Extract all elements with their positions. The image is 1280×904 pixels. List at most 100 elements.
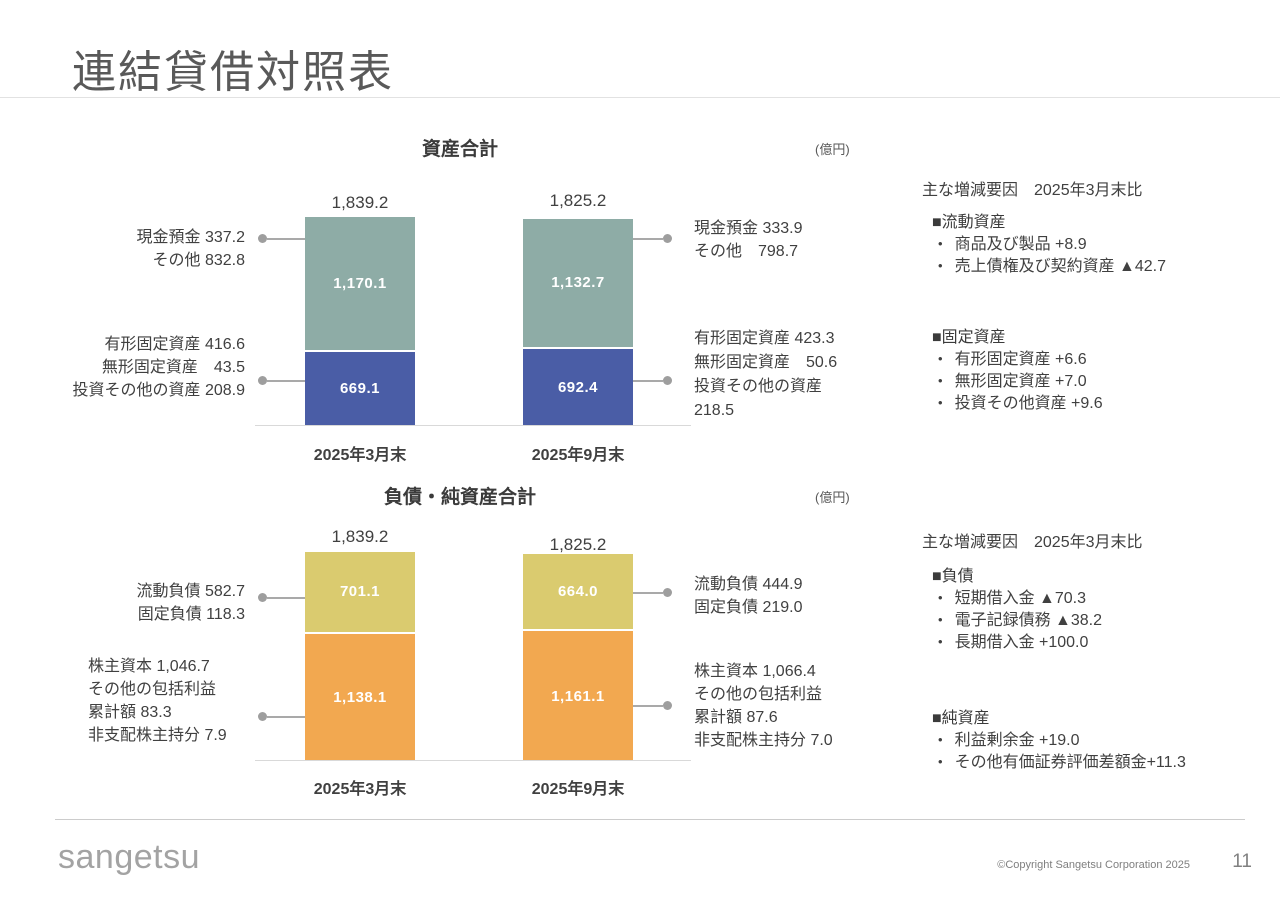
annotation-line: 株主資本 1,046.7 — [88, 658, 210, 675]
connector-dot — [663, 376, 672, 385]
segment-value-label: 669.1 — [339, 380, 381, 398]
assets-right-annotation-1: 現金預金 333.9 その他 798.7 — [694, 217, 904, 263]
connector — [633, 701, 672, 710]
annotation-line: 非支配株主持分 7.9 — [88, 727, 227, 744]
factor-group-label: ■負債 — [932, 568, 974, 585]
connector-dot — [258, 712, 267, 721]
factors-heading: 主な増減要因 2025年3月末比 — [922, 534, 1143, 551]
assets-category-1: 2025年3月末 — [313, 447, 407, 464]
segment-value-label: 692.4 — [557, 379, 599, 397]
assets-right-annotation-2: 有形固定資産 423.3 無形固定資産 50.6 投資その他の資産 218.5 — [694, 327, 904, 423]
liabilities-bar-2025-09: 664.0 1,161.1 — [523, 553, 633, 761]
assets-bar1-fixed-segment: 669.1 — [305, 349, 415, 426]
factor-item: 利益剰余金 +19.0 — [932, 730, 1252, 752]
assets-bar2-total: 1,825.2 — [549, 191, 607, 210]
assets-unit-label: (億円) — [815, 142, 850, 157]
assets-bar-2025-03: 1,170.1 669.1 — [305, 216, 415, 426]
connector-line — [267, 715, 305, 718]
liabilities-category-2: 2025年9月末 — [531, 781, 625, 798]
segment-value-label: 664.0 — [557, 582, 599, 600]
factor-item: その他有価証券評価差額金+11.3 — [932, 752, 1252, 774]
assets-factors-panel: 主な増減要因 2025年3月末比 ■流動資産 商品及び製品 +8.9 売上債権及… — [922, 176, 1252, 426]
liabilities-right-annotation-2: 株主資本 1,066.4 その他の包括利益 累計額 87.6 非支配株主持分 7… — [694, 660, 904, 752]
segment-value-label: 1,170.1 — [333, 274, 387, 292]
connector — [258, 593, 305, 602]
liabilities-right-annotation-1: 流動負債 444.9 固定負債 219.0 — [694, 573, 904, 619]
liabilities-axis-line — [255, 760, 691, 761]
liabilities-bar2-debt-segment: 664.0 — [523, 553, 633, 629]
liabilities-factors-panel: 主な増減要因 2025年3月末比 ■負債 短期借入金 ▲70.3 電子記録債務 … — [922, 528, 1252, 778]
factors-heading: 主な増減要因 2025年3月末比 — [922, 182, 1143, 199]
annotation-line: 株主資本 1,066.4 — [694, 663, 816, 680]
liabilities-bar-2025-03: 701.1 1,138.1 — [305, 551, 415, 761]
factor-group-label: ■固定資産 — [932, 329, 1006, 346]
factor-item: 投資その他資産 +9.6 — [932, 393, 1252, 415]
annotation-line: 現金預金 333.9 — [694, 220, 803, 237]
liabilities-unit-label: (億円) — [815, 490, 850, 505]
liabilities-bar2-total: 1,825.2 — [549, 535, 607, 554]
copyright-text: ©Copyright Sangetsu Corporation 2025 — [997, 859, 1190, 871]
factor-group-label: ■純資産 — [932, 710, 990, 727]
connector-line — [633, 591, 663, 594]
annotation-line: 固定負債 118.3 — [137, 606, 245, 623]
assets-left-annotation-2: 有形固定資産 416.6 無形固定資産 43.5 投資その他の資産 208.9 — [60, 333, 246, 402]
annotation-line: その他の包括利益 — [88, 681, 217, 698]
connector-dot — [663, 588, 672, 597]
annotation-line: その他 832.8 — [152, 252, 246, 269]
segment-value-label: 1,138.1 — [333, 688, 387, 706]
segment-value-label: 1,132.7 — [551, 274, 605, 292]
assets-bar2-fixed-segment: 692.4 — [523, 347, 633, 426]
connector — [258, 376, 305, 385]
factor-item: 無形固定資産 +7.0 — [932, 371, 1252, 393]
factor-group-net-assets: ■純資産 利益剰余金 +19.0 その他有価証券評価差額金+11.3 — [932, 708, 1252, 774]
factor-group-liabilities: ■負債 短期借入金 ▲70.3 電子記録債務 ▲38.2 長期借入金 +100.… — [932, 566, 1252, 654]
connector — [258, 712, 305, 721]
annotation-line: 有形固定資産 416.6 — [104, 336, 246, 353]
factor-group-label: ■流動資産 — [932, 214, 1006, 231]
assets-bar2-current-segment: 1,132.7 — [523, 218, 633, 348]
annotation-line: 固定負債 219.0 — [694, 599, 803, 616]
liabilities-chart-title: 負債・純資産合計 — [383, 487, 536, 508]
liabilities-category-1: 2025年3月末 — [313, 781, 407, 798]
assets-axis-line — [255, 425, 691, 426]
connector-line — [267, 379, 305, 382]
liabilities-left-annotation-1: 流動負債 582.7 固定負債 118.3 — [60, 580, 246, 626]
connector-dot — [663, 701, 672, 710]
factor-item: 有形固定資産 +6.6 — [932, 349, 1252, 371]
factor-group-current-assets: ■流動資産 商品及び製品 +8.9 売上債権及び契約資産 ▲42.7 — [932, 212, 1252, 278]
connector-line — [633, 379, 663, 382]
factor-item: 電子記録債務 ▲38.2 — [932, 610, 1252, 632]
annotation-line: 累計額 87.6 — [694, 709, 778, 726]
factor-item: 商品及び製品 +8.9 — [932, 234, 1252, 256]
liabilities-bar1-equity-segment: 1,138.1 — [305, 631, 415, 761]
annotation-line: 流動負債 582.7 — [136, 583, 246, 600]
annotation-line: 無形固定資産 43.5 — [101, 359, 245, 376]
connector-dot — [258, 234, 267, 243]
liabilities-bar1-debt-segment: 701.1 — [305, 551, 415, 632]
annotation-line: 投資その他の資産 — [694, 378, 823, 395]
liabilities-bar1-total: 1,839.2 — [331, 527, 389, 546]
factor-group-fixed-assets: ■固定資産 有形固定資産 +6.6 無形固定資産 +7.0 投資その他資産 +9… — [932, 327, 1252, 415]
sangetsu-logo: sangetsu — [58, 838, 200, 876]
factor-item: 短期借入金 ▲70.3 — [932, 588, 1252, 610]
assets-bar-2025-09: 1,132.7 692.4 — [523, 218, 633, 426]
annotation-line: 現金預金 337.2 — [136, 229, 246, 246]
footer-divider — [55, 819, 1245, 820]
assets-category-2: 2025年9月末 — [531, 447, 625, 464]
page-title: 連結貸借対照表 — [72, 48, 394, 97]
annotation-line: 投資その他の資産 208.9 — [72, 382, 246, 399]
connector — [633, 376, 672, 385]
assets-bar1-total: 1,839.2 — [331, 193, 389, 212]
connector-line — [633, 704, 663, 707]
assets-chart-title: 資産合計 — [421, 139, 498, 160]
connector-dot — [258, 593, 267, 602]
page-number: 11 — [1232, 851, 1252, 872]
annotation-line: 非支配株主持分 7.0 — [694, 732, 833, 749]
annotation-line: その他 798.7 — [694, 243, 799, 260]
connector — [633, 234, 672, 243]
annotation-line: 無形固定資産 50.6 — [694, 354, 838, 371]
annotation-line: 218.5 — [694, 402, 735, 419]
connector-line — [633, 237, 663, 240]
liabilities-bar2-equity-segment: 1,161.1 — [523, 629, 633, 761]
